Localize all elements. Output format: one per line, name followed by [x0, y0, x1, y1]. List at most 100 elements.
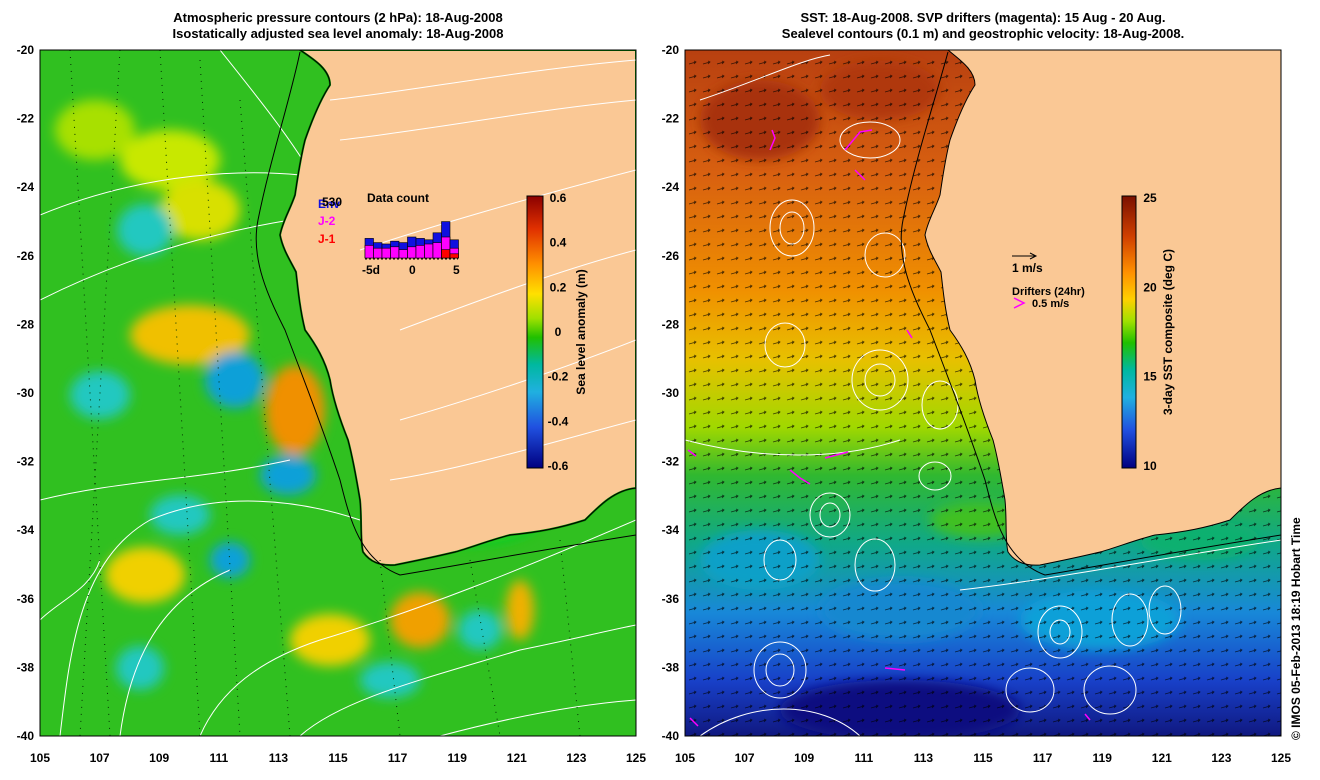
left-panel-title: Atmospheric pressure contours (2 hPa): 1…	[40, 10, 636, 42]
left-y-tick--26: -26	[17, 249, 35, 263]
legend-530: 530	[322, 195, 342, 209]
data-count-xtick-2: 0	[409, 263, 416, 277]
data-count-inset: Data count -5d 0 5 Env 530 J-2 J-1	[318, 191, 460, 277]
axis-tick-labels: 105 107 109 111 113 115 117 119 121 123 125-20-22-…	[17, 43, 1292, 765]
right-title-line1: SST: 18-Aug-2008. SVP drifters (magenta)…	[800, 10, 1166, 25]
sst-colorbar-tick-25: 25	[1143, 191, 1157, 205]
right-x-tick-125: 125	[1271, 751, 1291, 765]
sea-level-colorbar-tick--0.2: -0.2	[548, 370, 569, 384]
data-count-j2-bar	[390, 246, 400, 259]
right-x-tick-105: 105	[675, 751, 695, 765]
data-count-xtick-1: -5d	[362, 263, 380, 277]
velocity-scale-arrow	[1012, 252, 1038, 260]
left-x-tick-109: 109	[149, 751, 169, 765]
sst-colorbar-tick-15: 15	[1143, 370, 1157, 384]
right-map-frame	[684, 49, 1282, 737]
legend-env: Env	[318, 197, 340, 211]
right-y-tick--38: -38	[662, 660, 680, 674]
left-x-tick-121: 121	[507, 751, 527, 765]
left-map-frame	[39, 49, 637, 737]
right-x-tick-113: 113	[914, 751, 934, 765]
left-y-tick--38: -38	[17, 660, 35, 674]
svp-drifter-tracks	[687, 129, 1091, 727]
right-x-tick-121: 121	[1152, 751, 1172, 765]
sea-level-colorbar-tick--0.6: -0.6	[548, 459, 569, 473]
left-x-tick-105: 105	[30, 751, 50, 765]
data-count-j2-bar	[373, 247, 383, 259]
left-y-tick--28: -28	[17, 317, 35, 331]
drifters-scale-label: 0.5 m/s	[1032, 298, 1069, 310]
left-y-tick--24: -24	[17, 180, 35, 194]
data-count-j2-bar	[424, 243, 434, 259]
right-y-tick--36: -36	[662, 592, 680, 606]
imos-credit: © IMOS 05-Feb-2013 18:19 Hobart Time	[1289, 517, 1303, 740]
left-y-tick--36: -36	[17, 592, 35, 606]
right-title-line2: Sealevel contours (0.1 m) and geostrophi…	[781, 26, 1185, 41]
right-x-tick-111: 111	[854, 751, 873, 765]
sea-level-colorbar-label: Sea level anomaly (m)	[574, 269, 588, 394]
shelf-break-line	[255, 51, 636, 576]
right-x-tick-119: 119	[1093, 751, 1113, 765]
sst-colorbar-tick-20: 20	[1143, 280, 1157, 294]
right-y-tick--20: -20	[662, 43, 680, 57]
left-title-line2: Isostatically adjusted sea level anomaly…	[172, 26, 504, 41]
australia-land-right	[924, 50, 1281, 566]
right-y-tick--22: -22	[662, 112, 680, 126]
sea-level-colorbar-tick-0.4: 0.4	[550, 236, 567, 250]
left-x-tick-117: 117	[388, 751, 408, 765]
right-y-tick--24: -24	[662, 180, 680, 194]
data-count-j2-bar	[381, 247, 391, 259]
shelf-break-line-right	[900, 51, 1281, 576]
left-y-tick--30: -30	[17, 386, 35, 400]
data-count-j1-bar	[441, 249, 451, 259]
drifter-scale-arrow	[1013, 297, 1026, 309]
right-x-tick-115: 115	[973, 751, 993, 765]
data-count-j1-bar	[449, 253, 459, 259]
left-y-tick--34: -34	[17, 523, 35, 537]
sst-colorbar-label: 3-day SST composite (deg C)	[1161, 249, 1175, 415]
right-y-tick--40: -40	[662, 729, 680, 743]
legend-j1: J-1	[318, 232, 336, 246]
right-y-tick--26: -26	[662, 249, 680, 263]
sst-colorbar-ramp	[1121, 195, 1137, 469]
left-x-tick-119: 119	[448, 751, 468, 765]
land-pressure-contours	[329, 59, 636, 481]
sea-level-colorbar: 0.6 0.4 0.2 0 -0.2 -0.4 -0.6 Sea level anomaly…	[526, 191, 588, 473]
drifters-legend-title: Drifters (24hr)	[1012, 286, 1085, 298]
right-y-tick--34: -34	[662, 523, 680, 537]
data-count-title: Data count	[367, 191, 429, 205]
sea-level-colorbar-tick-0.6: 0.6	[550, 191, 567, 205]
data-count-bars	[364, 221, 459, 259]
sea-level-colorbar-tick-0: 0	[555, 325, 562, 339]
right-x-tick-117: 117	[1033, 751, 1053, 765]
sea-level-colorbar-tick-0.2: 0.2	[550, 280, 567, 294]
data-count-j2-bar	[415, 245, 425, 259]
sea-level-map	[40, 50, 636, 736]
left-y-tick--32: -32	[17, 455, 35, 469]
left-x-tick-113: 113	[269, 751, 289, 765]
data-count-j2-bar	[364, 245, 374, 259]
right-x-tick-123: 123	[1211, 751, 1231, 765]
sst-map	[685, 50, 1281, 736]
right-y-tick--28: -28	[662, 317, 680, 331]
data-count-j2-bar	[407, 246, 417, 259]
left-x-tick-111: 111	[209, 751, 228, 765]
left-y-tick--22: -22	[17, 112, 35, 126]
right-y-tick--32: -32	[662, 455, 680, 469]
left-x-tick-125: 125	[626, 751, 646, 765]
sst-colorbar: 25 20 15 10 3-day SST composite (deg C)	[1121, 191, 1175, 473]
right-panel-title: SST: 18-Aug-2008. SVP drifters (magenta)…	[685, 10, 1281, 42]
right-x-tick-107: 107	[735, 751, 755, 765]
sst-colorbar-tick-10: 10	[1143, 459, 1157, 473]
velocity-scale-label: 1 m/s	[1012, 261, 1043, 275]
left-y-tick--20: -20	[17, 43, 35, 57]
legend-j2: J-2	[318, 214, 336, 228]
data-count-xtick-3: 5	[453, 263, 460, 277]
data-count-j2-bar	[432, 242, 442, 259]
sea-level-colorbar-ramp	[526, 195, 544, 469]
left-x-tick-123: 123	[566, 751, 586, 765]
data-count-j2-bar	[398, 249, 408, 259]
right-x-tick-109: 109	[794, 751, 814, 765]
altimeter-tracks	[69, 50, 581, 736]
